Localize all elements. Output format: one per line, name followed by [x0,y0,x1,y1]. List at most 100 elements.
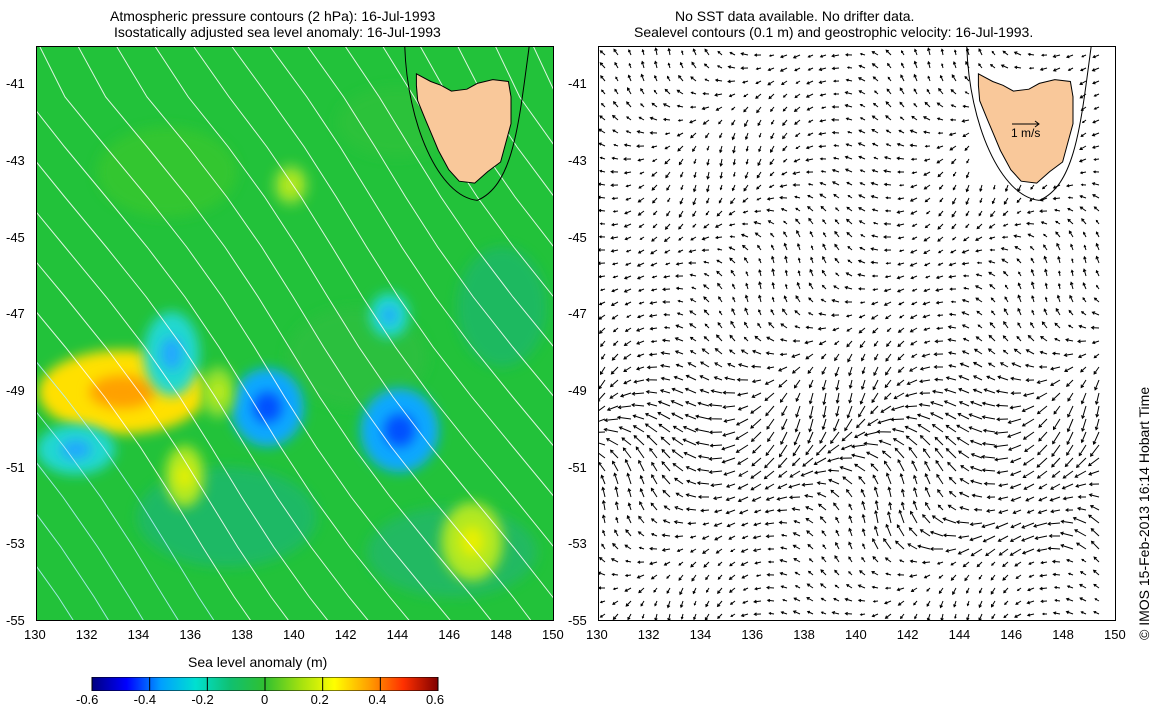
velocity-arrow [614,88,619,95]
velocity-arrow [806,106,814,111]
velocity-arrow [1026,210,1035,214]
velocity-arrow [1077,339,1087,344]
velocity-arrow [968,426,983,433]
velocity-arrow [671,449,684,459]
velocity-arrow [674,506,684,511]
velocity-arrow [714,93,723,97]
velocity-arrow [873,366,879,377]
velocity-arrow [1067,67,1074,71]
velocity-arrow [1053,586,1061,589]
velocity-arrow [988,271,996,277]
velocity-arrow [832,156,840,160]
velocity-arrow [1091,145,1100,149]
velocity-arrow [623,157,632,161]
x-tick-label: 144 [386,627,409,642]
velocity-arrow [778,520,788,525]
velocity-arrow [1062,496,1074,501]
velocity-arrow [767,560,775,564]
velocity-arrow [1050,509,1061,514]
velocity-arrow [717,322,723,329]
velocity-arrow [689,535,697,539]
velocity-arrow [740,349,749,355]
velocity-arrow [971,493,983,498]
velocity-arrow [955,520,970,525]
velocity-arrow [831,53,840,58]
velocity-arrow [728,535,736,540]
velocity-arrow [663,313,671,317]
velocity-arrow [651,102,658,108]
velocity-arrow [779,338,788,342]
velocity-arrow [1009,457,1022,464]
velocity-arrow [1054,337,1061,342]
velocity-arrow [599,182,606,186]
velocity-arrow [859,52,866,56]
velocity-arrow [819,54,827,58]
velocity-arrow [666,210,671,217]
anomaly-core [60,439,92,460]
velocity-arrow [926,600,931,607]
velocity-arrow [978,48,983,56]
velocity-arrow [767,547,774,551]
velocity-arrow [914,613,918,620]
velocity-arrow [924,144,931,148]
velocity-arrow [997,535,1009,542]
velocity-arrow [934,436,944,446]
velocity-arrow [969,522,983,527]
velocity-arrow [727,362,736,368]
velocity-arrow [945,435,957,446]
velocity-arrow [831,130,840,135]
velocity-arrow [921,560,931,565]
velocity-arrow [1080,67,1087,72]
velocity-arrow [1094,379,1100,391]
velocity-arrow [684,413,697,420]
velocity-arrow [1003,587,1009,594]
velocity-arrow [750,470,762,479]
velocity-arrow [1080,431,1087,444]
velocity-arrow [1001,235,1009,239]
velocity-arrow [721,457,736,464]
velocity-arrow [1069,281,1074,290]
velocity-arrow [687,521,697,526]
velocity-arrow [857,259,866,264]
velocity-arrow [671,412,684,420]
velocity-arrow [934,447,944,459]
sea-level-anomaly-map [36,46,554,621]
x-tick-label: 134 [127,627,150,642]
velocity-arrow [1067,196,1074,199]
velocity-arrow [1006,431,1022,438]
velocity-arrow [654,600,658,607]
velocity-arrow [1081,405,1087,420]
velocity-arrow [925,275,931,279]
velocity-arrow [1093,611,1100,615]
velocity-arrow [1078,444,1087,457]
velocity-arrow [764,392,775,402]
x-tick-label: 148 [1052,627,1074,642]
velocity-arrow [1037,444,1048,456]
velocity-arrow [820,298,827,303]
velocity-arrow [896,275,905,280]
velocity-arrow [978,587,983,594]
velocity-arrow [753,612,762,617]
velocity-arrow [994,457,1009,462]
velocity-arrow [817,326,827,331]
velocity-arrow [599,222,606,226]
velocity-arrow [1092,54,1100,59]
velocity-arrow [653,89,658,95]
velocity-arrow [678,223,684,230]
velocity-arrow [821,353,827,360]
x-tick-label: 132 [75,627,98,642]
velocity-arrow [716,270,723,277]
velocity-arrow [897,366,905,373]
velocity-arrow [664,223,671,230]
velocity-arrow [750,418,762,429]
velocity-arrow [599,452,606,459]
velocity-arrow [777,457,788,469]
velocity-arrow [997,375,1009,381]
velocity-arrow [1003,308,1009,316]
velocity-arrow [716,210,723,217]
velocity-arrow [617,405,632,410]
velocity-arrow [807,67,814,71]
velocity-arrow [981,401,996,407]
velocity-arrow [1009,405,1022,410]
velocity-arrow [767,67,775,72]
